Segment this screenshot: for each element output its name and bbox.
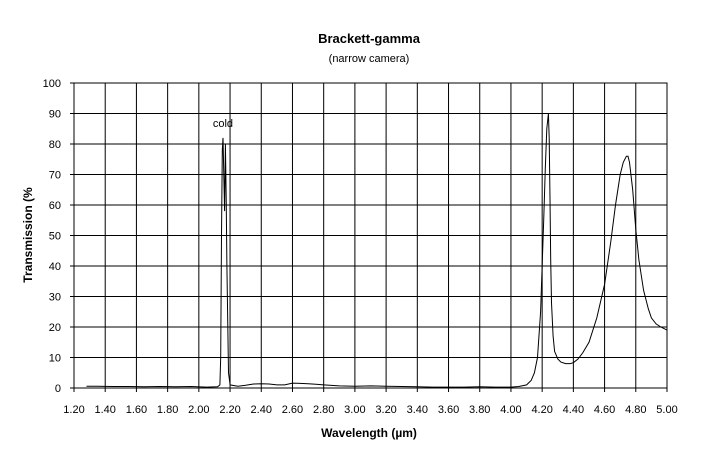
x-tick-label: 2.80	[313, 404, 334, 416]
chart-title: Brackett-gamma	[318, 31, 421, 46]
x-tick-label: 4.60	[594, 404, 615, 416]
x-tick-label: 2.40	[251, 404, 272, 416]
x-tick-label: 1.40	[94, 404, 115, 416]
x-tick-label: 4.80	[625, 404, 646, 416]
x-tick-label: 4.00	[500, 404, 521, 416]
y-tick-label: 20	[49, 322, 61, 334]
x-tick-label: 2.00	[188, 404, 209, 416]
y-tick-label: 70	[49, 170, 61, 182]
y-axis-ticks: 0 10 20 30 40 50 60 70 80 90 100	[43, 78, 61, 395]
x-axis-ticks: 1.20 1.40 1.60 1.80 2.00 2.20 2.40 2.60 2.80 3.00…	[63, 404, 677, 416]
y-tick-label: 80	[49, 139, 61, 151]
y-tick-label: 100	[43, 78, 61, 90]
y-tick-label: 50	[49, 231, 61, 243]
x-tick-label: 2.20	[219, 404, 240, 416]
x-tick-label: 4.40	[563, 404, 584, 416]
y-tick-label: 60	[49, 200, 61, 212]
x-tick-label: 3.20	[375, 404, 396, 416]
x-tick-label: 3.80	[469, 404, 490, 416]
chart-subtitle: (narrow camera)	[329, 53, 410, 65]
y-tick-label: 10	[49, 353, 61, 365]
x-tick-label: 1.60	[126, 404, 147, 416]
plot-area-border	[73, 82, 668, 389]
x-tick-label: 5.00	[656, 404, 677, 416]
y-axis-label: Transmission (%	[21, 187, 35, 283]
x-tick-label: 3.00	[344, 404, 365, 416]
y-tick-label: 90	[49, 109, 61, 121]
y-tick-label: 40	[49, 261, 61, 273]
annotation-label: cold	[213, 118, 233, 130]
x-tick-label: 1.80	[157, 404, 178, 416]
annotations: cold	[213, 118, 233, 130]
x-tick-label: 4.20	[531, 404, 552, 416]
x-tick-label: 2.60	[282, 404, 303, 416]
x-axis-label: Wavelength (µm)	[321, 426, 417, 440]
transmission-curve	[86, 113, 668, 388]
y-tick-label: 0	[55, 383, 61, 395]
x-tick-label: 3.40	[407, 404, 428, 416]
y-tick-label: 30	[49, 292, 61, 304]
x-tick-label: 1.20	[63, 404, 84, 416]
x-tick-label: 3.60	[438, 404, 459, 416]
grid	[70, 82, 668, 392]
